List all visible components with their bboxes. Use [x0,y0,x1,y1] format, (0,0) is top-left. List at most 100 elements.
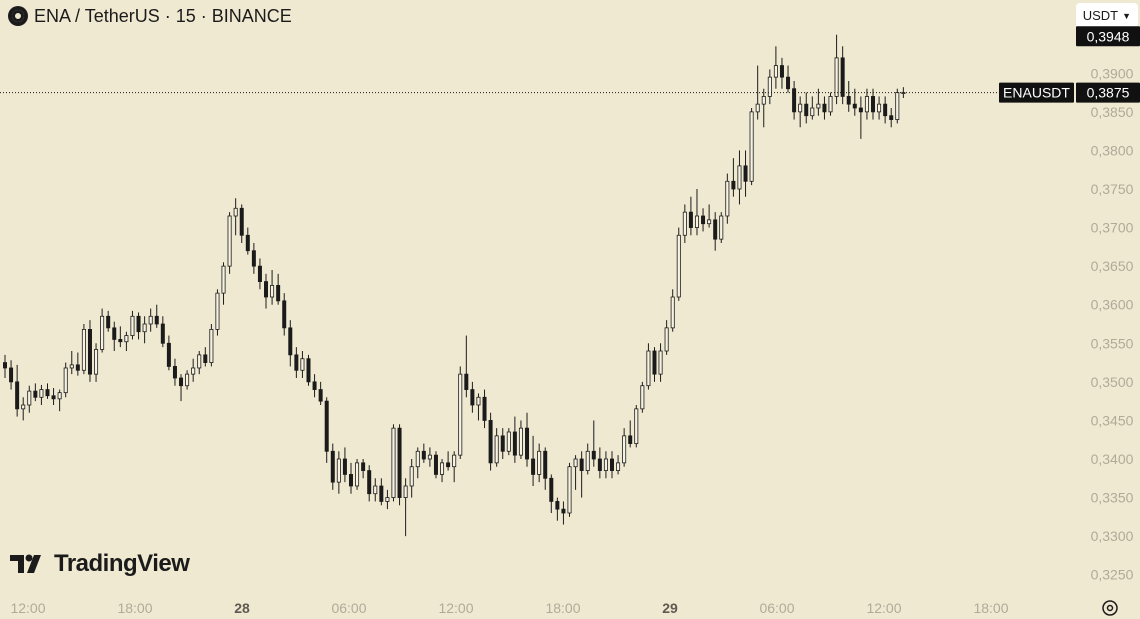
candle [130,310,135,340]
candle [646,343,651,390]
candle [597,447,602,479]
candle [81,324,86,375]
candle [525,412,530,467]
current-price-tag-text: 0,3875 [1087,85,1130,101]
candle [239,204,244,243]
candle [725,173,730,224]
candle [585,443,590,475]
candle [670,289,675,332]
y-tick-label: 0,3600 [1091,297,1134,313]
candle [148,308,153,332]
candle [385,489,390,510]
tradingview-logo-icon [10,554,41,573]
candle [610,451,615,479]
candles-layer [3,34,906,537]
candle [215,289,220,336]
candle [379,478,384,506]
candle [336,451,341,494]
candle [452,451,457,483]
candle [100,308,105,353]
candle [634,405,639,448]
candle [124,331,129,351]
candle [555,497,560,521]
candle [348,462,353,494]
candle [282,293,287,336]
candle [640,381,645,413]
candle [421,443,426,463]
x-tick-label: 06:00 [331,600,366,616]
candle [488,412,493,471]
candle [94,343,99,382]
candle [804,92,809,124]
candle [664,320,669,355]
candle [767,69,772,105]
high-price-tag-text: 0,3948 [1087,28,1130,44]
candle [707,204,712,228]
time-axis[interactable]: 12:00 18:00 28 06:00 12:00 18:00 29 06:00 12:00 1… [10,600,1008,616]
candle [45,383,50,399]
candle [160,316,165,348]
candle [731,158,736,197]
y-tick-label: 0,3850 [1091,104,1134,120]
candle [846,81,851,112]
candle [500,428,505,459]
y-tick-label: 0,3700 [1091,220,1134,236]
candle [270,270,275,305]
candle [743,150,748,197]
candle [209,324,214,367]
candle [446,451,451,471]
y-tick-label: 0,3450 [1091,412,1134,428]
candle [889,108,894,128]
tradingview-watermark[interactable]: TradingView [10,550,190,578]
candle [573,455,578,490]
candle [191,358,196,382]
y-tick-label: 0,3300 [1091,528,1134,544]
candle [494,428,499,467]
candle [773,46,778,89]
candle [761,88,766,128]
candle [342,447,347,483]
candle [792,81,797,120]
candle [306,354,311,386]
candle [288,320,293,367]
price-tags: ENAUSDT 0,3875 0,3948 [999,26,1140,103]
candle [300,351,305,378]
candle [172,358,177,386]
candle [816,88,821,116]
candle [166,335,171,371]
currency-label: USDT [1082,8,1119,23]
candle [628,420,633,448]
candle [185,370,190,390]
candle [676,227,681,301]
candle [75,352,80,376]
candle [464,335,469,398]
candle [154,304,159,328]
candle [858,96,863,139]
y-tick-label: 0,3800 [1091,142,1134,158]
candle [749,108,754,186]
x-tick-label: 18:00 [545,600,580,616]
candle [361,459,366,479]
candle [197,351,202,375]
candle [537,443,542,483]
candle [840,46,845,105]
settings-gear-icon[interactable] [1102,600,1118,616]
candle [118,326,123,348]
candle [179,374,184,402]
candle [106,310,111,332]
x-tick-label: 29 [662,600,678,616]
candle [203,347,208,367]
candle [21,397,26,421]
candle [682,204,687,243]
candle [877,96,882,120]
y-tick-label: 0,3500 [1091,374,1134,390]
price-axis[interactable]: 0,3900 0,3850 0,3800 0,3750 0,3700 0,3650 0,36… [1091,65,1134,582]
x-tick-label: 12:00 [10,600,45,616]
symbol-title: ENA / TetherUS · 15 · BINANCE [34,5,292,26]
currency-button[interactable]: USDT ▼ [1075,3,1138,28]
candle [318,381,323,405]
candle [142,316,147,344]
x-tick-label: 12:00 [438,600,473,616]
candle [810,96,815,120]
